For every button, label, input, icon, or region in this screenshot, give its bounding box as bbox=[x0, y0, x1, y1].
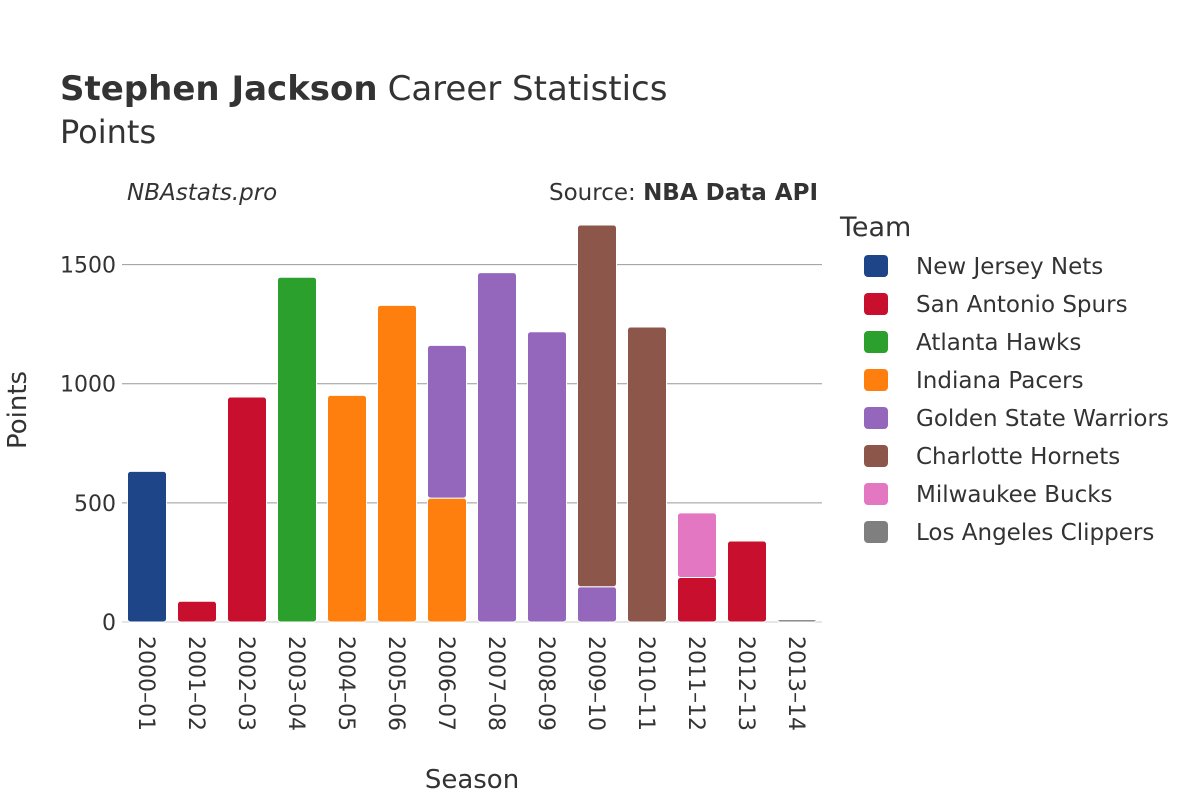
bars bbox=[127, 224, 817, 623]
y-axis-title: Points bbox=[3, 371, 33, 449]
x-tick-label: 2006–07 bbox=[433, 636, 458, 731]
legend-item-label: New Jersey Nets bbox=[916, 254, 1103, 280]
chart-title: Stephen Jackson Career Statistics bbox=[60, 69, 667, 109]
legend-item-label: Atlanta Hawks bbox=[916, 330, 1081, 356]
x-tick-label: 2000–01 bbox=[133, 636, 158, 731]
legend-swatch bbox=[864, 293, 888, 315]
bar-2006–07-golden-state-warriors bbox=[427, 344, 467, 499]
chart-title-rest: Career Statistics bbox=[388, 69, 668, 109]
bar-2001–02-san-antonio-spurs bbox=[177, 600, 217, 623]
bar-2005–06-indiana-pacers bbox=[377, 304, 417, 623]
legend-item-label: Los Angeles Clippers bbox=[916, 520, 1154, 546]
bar-2006–07-indiana-pacers bbox=[427, 497, 467, 623]
x-tick-label: 2013–14 bbox=[783, 636, 808, 731]
legend-swatch bbox=[864, 369, 888, 391]
legend-swatch bbox=[864, 407, 888, 429]
y-tick-label: 1500 bbox=[60, 254, 116, 279]
x-tick-label: 2002–03 bbox=[233, 636, 258, 731]
legend-item-label: San Antonio Spurs bbox=[916, 292, 1128, 318]
source-label: Source: bbox=[549, 180, 643, 206]
legend-swatch bbox=[864, 483, 888, 505]
bar-2010–11-charlotte-hornets bbox=[627, 326, 667, 623]
chart-subtitle: Points bbox=[60, 113, 156, 151]
bar-2002–03-san-antonio-spurs bbox=[227, 396, 267, 623]
legend-item-label: Indiana Pacers bbox=[916, 368, 1084, 394]
bar-2009–10-golden-state-warriors bbox=[577, 586, 617, 623]
source-text: Source: NBA Data API bbox=[549, 180, 818, 206]
bar-2009–10-charlotte-hornets bbox=[577, 224, 617, 588]
legend: New Jersey Nets San Antonio Spurs Atlanta … bbox=[864, 254, 1169, 546]
y-tick-label: 1000 bbox=[60, 373, 116, 398]
bar-2007–08-golden-state-warriors bbox=[477, 272, 517, 623]
legend-swatch bbox=[864, 331, 888, 353]
y-tick-label: 0 bbox=[102, 611, 116, 636]
bar-2011–12-san-antonio-spurs bbox=[677, 576, 717, 623]
x-tick-label: 2008–09 bbox=[533, 636, 558, 731]
x-tick-label: 2005–06 bbox=[383, 636, 408, 731]
legend-item-label: Golden State Warriors bbox=[916, 406, 1169, 432]
bar-2013–14-los-angeles-clippers bbox=[777, 619, 817, 623]
bar-2008–09-golden-state-warriors bbox=[527, 331, 567, 623]
y-tick-label: 500 bbox=[74, 492, 116, 517]
legend-title: Team bbox=[839, 212, 911, 243]
y-tick-labels: 0 500 1000 1500 bbox=[60, 254, 116, 636]
x-tick-labels: 2000–01 2001–02 2002–03 2003–04 2004–05 2005–… bbox=[133, 636, 808, 731]
x-tick-label: 2009–10 bbox=[583, 636, 608, 731]
bar-2000–01-new-jersey-nets bbox=[127, 470, 167, 623]
x-tick-label: 2004–05 bbox=[333, 636, 358, 731]
chart-title-player: Stephen Jackson bbox=[60, 69, 378, 109]
legend-swatch bbox=[864, 445, 888, 467]
x-tick-label: 2012–13 bbox=[733, 636, 758, 731]
legend-item-label: Charlotte Hornets bbox=[916, 444, 1120, 470]
bar-2004–05-indiana-pacers bbox=[327, 394, 367, 623]
bar-2012–13-san-antonio-spurs bbox=[727, 540, 767, 623]
x-tick-label: 2001–02 bbox=[183, 636, 208, 731]
source-name: NBA Data API bbox=[643, 180, 818, 206]
x-axis-title: Season bbox=[425, 765, 519, 795]
x-tick-label: 2011–12 bbox=[683, 636, 708, 731]
legend-swatch bbox=[864, 521, 888, 543]
watermark: NBAstats.pro bbox=[127, 180, 277, 206]
legend-item-label: Milwaukee Bucks bbox=[916, 482, 1113, 508]
x-tick-label: 2010–11 bbox=[633, 636, 658, 731]
x-tick-label: 2007–08 bbox=[483, 636, 508, 731]
legend-swatch bbox=[864, 255, 888, 277]
bar-2003–04-atlanta-hawks bbox=[277, 276, 317, 623]
x-tick-label: 2003–04 bbox=[283, 636, 308, 731]
bar-2011–12-milwaukee-bucks bbox=[677, 512, 717, 578]
